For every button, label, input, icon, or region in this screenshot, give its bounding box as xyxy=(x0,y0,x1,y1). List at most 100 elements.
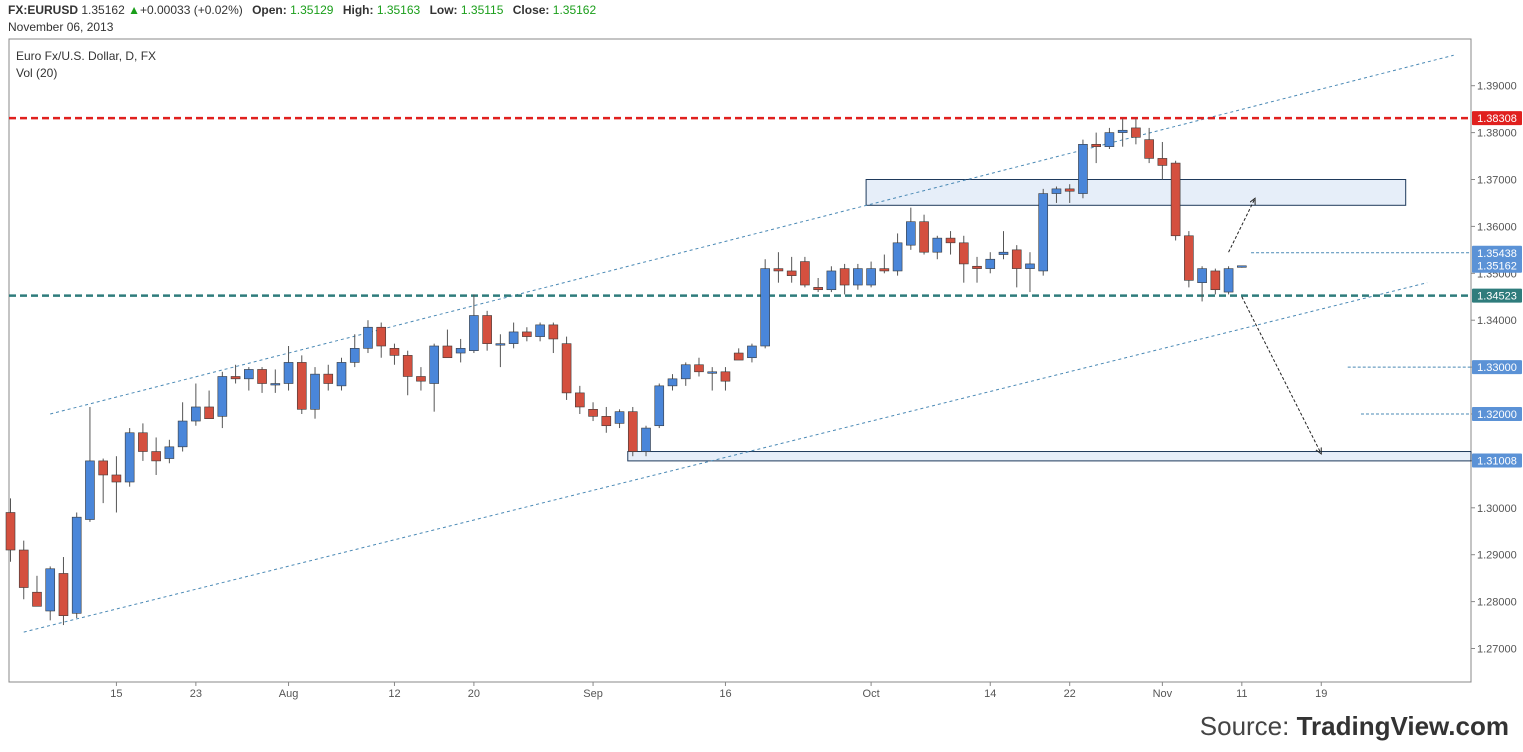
candle-body[interactable] xyxy=(575,392,585,408)
candle-body[interactable] xyxy=(892,242,903,272)
candle-body[interactable] xyxy=(349,348,360,363)
upper-zone[interactable] xyxy=(865,179,1407,206)
candle-body[interactable] xyxy=(177,420,188,448)
candle-body[interactable] xyxy=(958,242,969,265)
candle-body[interactable] xyxy=(720,371,731,382)
candle-body[interactable] xyxy=(296,362,307,410)
candle-body[interactable] xyxy=(482,315,492,344)
candle-body[interactable] xyxy=(747,345,757,359)
candle-body[interactable] xyxy=(1210,270,1221,291)
candle-body[interactable] xyxy=(1064,188,1075,192)
candle-body[interactable] xyxy=(654,385,665,427)
candle-body[interactable] xyxy=(932,237,943,253)
candle-body[interactable] xyxy=(151,451,161,462)
candle-body[interactable] xyxy=(733,352,744,361)
candle-body[interactable] xyxy=(244,369,254,380)
candle-body[interactable] xyxy=(45,568,56,612)
candle-body[interactable] xyxy=(191,406,201,422)
up-arrow[interactable] xyxy=(1228,198,1255,253)
candle-body[interactable] xyxy=(906,221,916,246)
candle-body[interactable] xyxy=(1051,188,1062,194)
candle-body[interactable] xyxy=(548,324,559,340)
channel-upper-line[interactable] xyxy=(50,54,1454,415)
candle-body[interactable] xyxy=(839,268,850,286)
candle-body[interactable] xyxy=(469,315,479,351)
candle-body[interactable] xyxy=(1091,144,1101,147)
candle-body[interactable] xyxy=(442,345,453,359)
candle-body[interactable] xyxy=(111,474,122,483)
candle-body[interactable] xyxy=(561,343,572,394)
candle-body[interactable] xyxy=(1237,265,1247,268)
candle-body[interactable] xyxy=(1025,263,1035,269)
candle-body[interactable] xyxy=(800,261,810,286)
candle-body[interactable] xyxy=(5,512,16,551)
candle-body[interactable] xyxy=(614,411,625,424)
candle-body[interactable] xyxy=(535,324,545,337)
candle-body[interactable] xyxy=(1104,132,1115,147)
candle-body[interactable] xyxy=(1078,144,1088,194)
candle-body[interactable] xyxy=(71,516,82,614)
candle-body[interactable] xyxy=(1117,129,1128,133)
candle-body[interactable] xyxy=(601,416,612,427)
candle-body[interactable] xyxy=(204,406,214,419)
candle-body[interactable] xyxy=(18,549,29,588)
candle-body[interactable] xyxy=(786,270,797,276)
candle-body[interactable] xyxy=(1184,235,1194,281)
candle-body[interactable] xyxy=(455,348,466,354)
candle-body[interactable] xyxy=(1197,268,1207,283)
candle-body[interactable] xyxy=(813,287,823,291)
candle-body[interactable] xyxy=(310,373,320,410)
candle-body[interactable] xyxy=(85,460,95,520)
candle-body[interactable] xyxy=(270,383,281,386)
candle-body[interactable] xyxy=(429,345,439,384)
candle-body[interactable] xyxy=(641,427,651,452)
candle-body[interactable] xyxy=(495,343,506,346)
candle-body[interactable] xyxy=(363,326,373,349)
candle-body[interactable] xyxy=(402,355,413,377)
candle-body[interactable] xyxy=(760,268,770,347)
candle-body[interactable] xyxy=(667,378,678,387)
candle-body[interactable] xyxy=(1131,127,1141,138)
candle-body[interactable] xyxy=(879,268,890,272)
lower-zone[interactable] xyxy=(627,451,1472,462)
candle-body[interactable] xyxy=(376,326,387,347)
candle-body[interactable] xyxy=(694,364,704,373)
candle-body[interactable] xyxy=(826,270,837,291)
candle-body[interactable] xyxy=(217,376,228,417)
candle-body[interactable] xyxy=(773,268,784,272)
candle-body[interactable] xyxy=(522,331,532,337)
candle-body[interactable] xyxy=(1144,139,1154,159)
candle-body[interactable] xyxy=(58,573,69,616)
candle-body[interactable] xyxy=(389,348,400,356)
down-arrow[interactable] xyxy=(1241,296,1321,454)
candle-body[interactable] xyxy=(230,376,241,380)
candle-body[interactable] xyxy=(866,268,876,286)
candle-body[interactable] xyxy=(508,331,519,344)
candle-body[interactable] xyxy=(323,373,334,384)
candle-body[interactable] xyxy=(919,221,929,253)
candle-body[interactable] xyxy=(945,237,956,244)
candle-body[interactable] xyxy=(1011,249,1022,269)
candle-body[interactable] xyxy=(1157,158,1168,166)
candle-body[interactable] xyxy=(627,411,638,452)
candle-body[interactable] xyxy=(998,251,1009,255)
candle-body[interactable] xyxy=(1038,193,1049,272)
candle-body[interactable] xyxy=(985,258,996,269)
candle-body[interactable] xyxy=(138,432,148,452)
candle-body[interactable] xyxy=(257,369,267,384)
candle-body[interactable] xyxy=(98,460,108,476)
candle-body[interactable] xyxy=(336,362,347,387)
candle-body[interactable] xyxy=(416,376,426,382)
candle-body[interactable] xyxy=(680,364,691,380)
candle-body[interactable] xyxy=(1223,268,1234,293)
channel-lower-line[interactable] xyxy=(23,282,1428,633)
candle-body[interactable] xyxy=(588,409,598,417)
candle-body[interactable] xyxy=(707,371,718,374)
candle-body[interactable] xyxy=(853,268,863,286)
candle-body[interactable] xyxy=(1170,162,1181,237)
candle-body[interactable] xyxy=(124,432,135,483)
candle-body[interactable] xyxy=(972,265,982,269)
candle-body[interactable] xyxy=(283,362,294,384)
candle-body[interactable] xyxy=(164,446,175,459)
